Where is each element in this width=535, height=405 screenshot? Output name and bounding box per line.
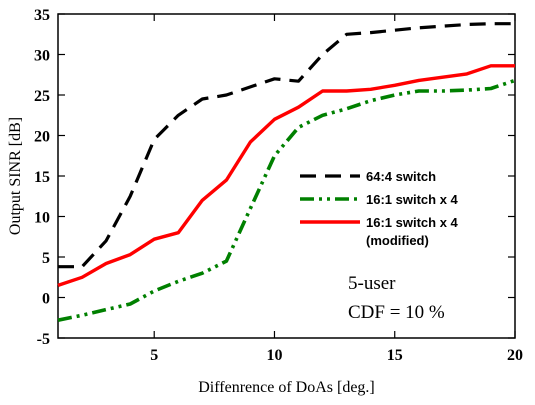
x-tick-label: 5 [150,347,158,364]
annotation-users: 5-user [348,273,396,294]
series-line-3 [57,64,515,288]
x-tick-label: 20 [507,347,523,364]
y-tick-label: 35 [34,7,50,24]
x-axis-ticks: 5 10 15 20 [150,14,523,364]
legend-label-3-line2: (modified) [366,233,429,248]
y-tick-label: 30 [34,48,50,65]
y-tick-label: 0 [42,291,50,308]
y-tick-label: 25 [34,88,50,105]
plot-frame [57,13,516,339]
y-axis-ticks: -5 0 5 10 15 20 25 30 35 [34,7,515,348]
y-tick-label: 20 [34,129,50,146]
series-line-1 [58,22,515,269]
y-tick-label: -5 [37,331,50,348]
legend-label-2: 16:1 switch x 4 [366,192,459,207]
y-axis-label: Output SINR [dB] [7,117,24,235]
legend: 64:4 switch 16:1 switch x 4 16:1 switch x … [300,169,459,248]
annotation-cdf: CDF = 10 % [348,302,445,323]
legend-label-3: 16:1 switch x 4 [366,215,459,230]
series-layer [57,22,516,322]
x-tick-label: 15 [387,347,403,364]
x-tick-label: 10 [266,347,282,364]
y-tick-label: 10 [34,210,50,227]
legend-label-1: 64:4 switch [366,169,436,184]
y-tick-label: 15 [34,169,50,186]
series-line-2 [57,78,516,322]
y-tick-label: 5 [42,250,50,267]
x-axis-label: Diffenrence of DoAs [deg.] [198,379,375,396]
